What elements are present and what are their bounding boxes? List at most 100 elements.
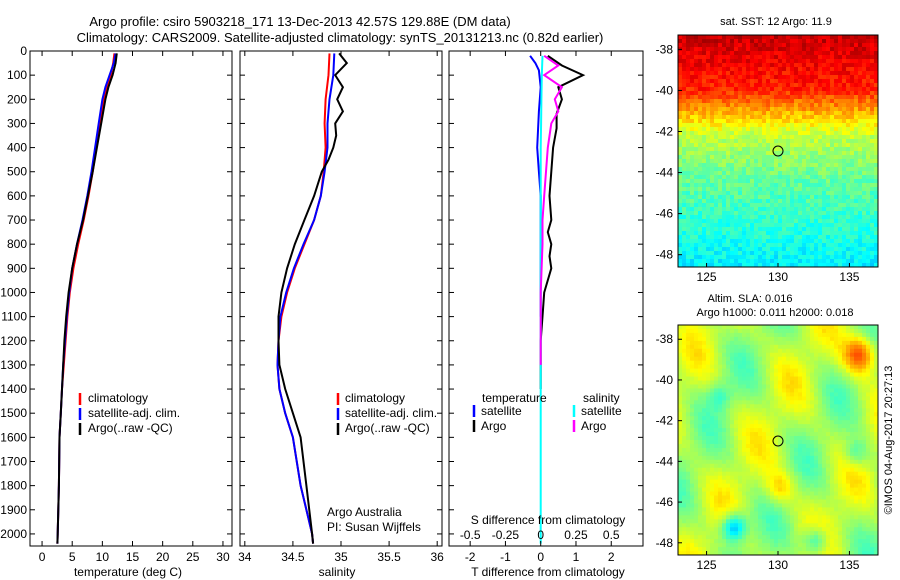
map-cell bbox=[838, 392, 843, 397]
sst-map: sat. SST: 12 Argo: 11.9 125 130 135-38-40-… bbox=[656, 16, 879, 284]
map-cell bbox=[850, 420, 855, 425]
map-cell bbox=[830, 251, 835, 256]
map-cell bbox=[738, 352, 743, 358]
map-cell bbox=[794, 348, 799, 354]
map-cell bbox=[858, 436, 863, 441]
map-cell bbox=[766, 143, 771, 148]
map-cell bbox=[830, 47, 835, 52]
map-cell bbox=[830, 227, 835, 232]
map-cell bbox=[694, 75, 699, 80]
map-cell bbox=[822, 348, 827, 354]
map-cell bbox=[794, 420, 799, 425]
map-cell bbox=[722, 360, 727, 366]
map-cell bbox=[870, 139, 875, 144]
map-cell bbox=[810, 356, 815, 362]
map-cell bbox=[686, 392, 691, 397]
map-cell bbox=[686, 47, 691, 52]
map-cell bbox=[786, 123, 791, 128]
map-cell bbox=[750, 356, 755, 362]
map-cell bbox=[830, 187, 835, 192]
map-cell bbox=[714, 91, 719, 96]
map-cell bbox=[766, 368, 771, 373]
map-cell bbox=[706, 251, 711, 256]
map-cell bbox=[874, 443, 879, 449]
map-cell bbox=[802, 207, 807, 212]
map-cell bbox=[694, 163, 699, 168]
map-cell bbox=[722, 123, 727, 128]
map-cell bbox=[718, 107, 723, 112]
map-cell bbox=[794, 372, 799, 377]
map-cell bbox=[798, 348, 803, 354]
map-cell bbox=[874, 219, 879, 224]
map-cell bbox=[698, 372, 703, 377]
map-cell bbox=[798, 388, 803, 393]
map-cell bbox=[870, 187, 875, 192]
map-cell bbox=[710, 187, 715, 192]
map-cell bbox=[846, 115, 851, 120]
map-cell bbox=[818, 111, 823, 116]
legend-temp-satellite: satellite bbox=[481, 404, 522, 418]
map-cell bbox=[806, 328, 811, 334]
map-cell bbox=[822, 99, 827, 104]
map-cell bbox=[682, 39, 687, 44]
map-cell bbox=[810, 368, 815, 373]
map-cell bbox=[742, 219, 747, 224]
map-cell bbox=[734, 215, 739, 220]
map-cell bbox=[722, 239, 727, 244]
map-cell bbox=[694, 51, 699, 56]
map-cell bbox=[690, 376, 695, 381]
map-cell bbox=[770, 424, 775, 429]
map-cell bbox=[706, 87, 711, 92]
map-cell bbox=[802, 91, 807, 96]
map-cell bbox=[742, 255, 747, 260]
map-cell bbox=[758, 123, 763, 128]
map-cell bbox=[858, 87, 863, 92]
map-cell bbox=[814, 167, 819, 172]
map-cell bbox=[854, 420, 859, 425]
map-cell bbox=[702, 187, 707, 192]
map-cell bbox=[870, 103, 875, 108]
map-cell bbox=[790, 99, 795, 104]
map-cell bbox=[734, 151, 739, 156]
map-cell bbox=[850, 147, 855, 152]
map-cell bbox=[738, 440, 743, 445]
map-cell bbox=[782, 455, 787, 461]
map-cell bbox=[846, 424, 851, 429]
map-cell bbox=[678, 325, 683, 330]
map-cell bbox=[838, 368, 843, 373]
map-cell bbox=[754, 107, 759, 112]
map-cell bbox=[838, 259, 843, 264]
s-diff-label: S difference from climatology bbox=[471, 513, 626, 527]
map-cell bbox=[694, 47, 699, 52]
map-cell bbox=[802, 183, 807, 188]
map-cell bbox=[718, 79, 723, 84]
map-cell bbox=[682, 127, 687, 132]
map-cell bbox=[822, 83, 827, 88]
map-cell bbox=[810, 123, 815, 128]
map-cell bbox=[826, 95, 831, 100]
map-cell bbox=[686, 43, 691, 48]
map-cell bbox=[850, 459, 855, 465]
map-cell bbox=[790, 151, 795, 156]
map-cell bbox=[790, 424, 795, 429]
map-cell bbox=[854, 388, 859, 393]
map-cell bbox=[682, 215, 687, 220]
map-cell bbox=[726, 336, 731, 342]
map-cell bbox=[738, 247, 743, 252]
map-cell bbox=[830, 340, 835, 346]
map-cell bbox=[842, 440, 847, 445]
map-cell bbox=[870, 463, 875, 469]
map-cell bbox=[722, 167, 727, 172]
map-cell bbox=[686, 332, 691, 338]
s-diff-tick-label: 0 bbox=[537, 528, 544, 542]
map-cell bbox=[870, 211, 875, 216]
map-cell bbox=[686, 67, 691, 72]
map-cell bbox=[694, 325, 699, 330]
map-cell bbox=[766, 328, 771, 334]
map-cell bbox=[726, 87, 731, 92]
map-cell bbox=[794, 451, 799, 457]
map-cell bbox=[818, 428, 823, 433]
map-cell bbox=[862, 412, 867, 417]
map-cell bbox=[854, 396, 859, 401]
map-cell bbox=[846, 463, 851, 469]
